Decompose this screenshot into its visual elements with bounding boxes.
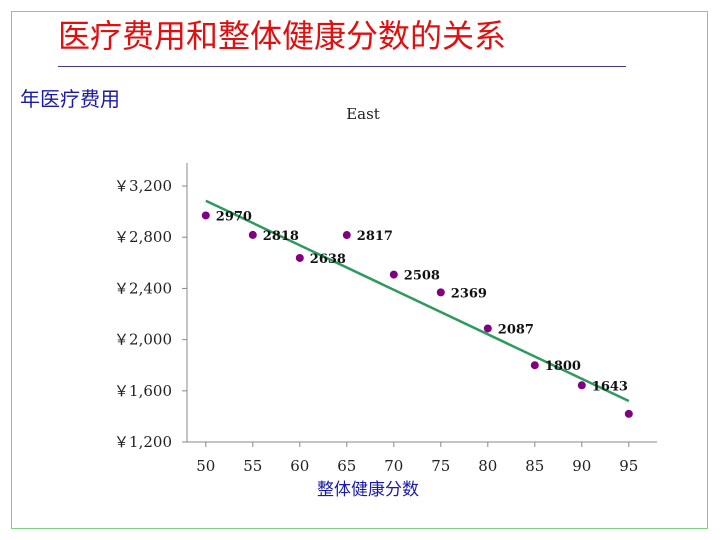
x-tick-label: 55 (243, 457, 262, 475)
data-point (201, 211, 210, 220)
x-tick-labels: 50 55 60 65 70 75 80 85 90 95 (196, 442, 638, 475)
x-tick-label: 65 (337, 457, 356, 475)
y-tick-label: ￥2,800 (114, 228, 172, 246)
y-tick-label: ￥2,000 (114, 331, 172, 349)
data-label: 2508 (404, 269, 440, 284)
data-label: 2638 (310, 252, 346, 267)
data-point (530, 361, 539, 370)
slide-title: 医疗费用和整体健康分数的关系 (58, 17, 507, 55)
data-point (342, 231, 351, 240)
data-point (389, 270, 398, 279)
y-tick-label: ￥3,200 (114, 177, 172, 195)
data-label: 2970 (216, 209, 252, 224)
title-divider (58, 66, 626, 67)
y-axis-label: 年医疗费用 (20, 87, 120, 111)
data-label: 2818 (263, 229, 299, 244)
data-labels: 2970 2818 2638 2817 2508 2369 2087 1800 1643 (216, 209, 628, 394)
data-point (248, 230, 257, 239)
data-point (577, 381, 586, 390)
data-label: 2369 (451, 286, 487, 301)
x-tick-label: 90 (572, 457, 591, 475)
y-tick-label: ￥1,600 (114, 382, 172, 400)
x-tick-label: 85 (525, 457, 544, 475)
x-tick-label: 60 (290, 457, 309, 475)
data-points (201, 211, 633, 418)
chart-title: East (346, 105, 380, 123)
y-tick-label: ￥1,200 (114, 433, 172, 451)
y-tick-labels: ￥1,200 ￥1,600 ￥2,000 ￥2,400 ￥2,800 ￥3,200 (114, 177, 187, 451)
trendline (205, 199, 630, 403)
data-label: 2087 (498, 322, 534, 337)
data-label: 2817 (357, 229, 393, 244)
data-point (624, 409, 633, 418)
data-label: 1800 (545, 359, 581, 374)
x-tick-label: 80 (478, 457, 497, 475)
x-tick-label: 50 (196, 457, 215, 475)
x-axis-label: 整体健康分数 (317, 480, 419, 500)
data-point (295, 253, 304, 262)
data-point (483, 324, 492, 333)
x-tick-label: 70 (384, 457, 403, 475)
data-label: 1643 (592, 379, 628, 394)
data-point (436, 288, 445, 297)
x-tick-label: 75 (431, 457, 450, 475)
slide-frame (11, 11, 708, 529)
x-tick-label: 95 (619, 457, 638, 475)
y-tick-label: ￥2,400 (114, 279, 172, 297)
